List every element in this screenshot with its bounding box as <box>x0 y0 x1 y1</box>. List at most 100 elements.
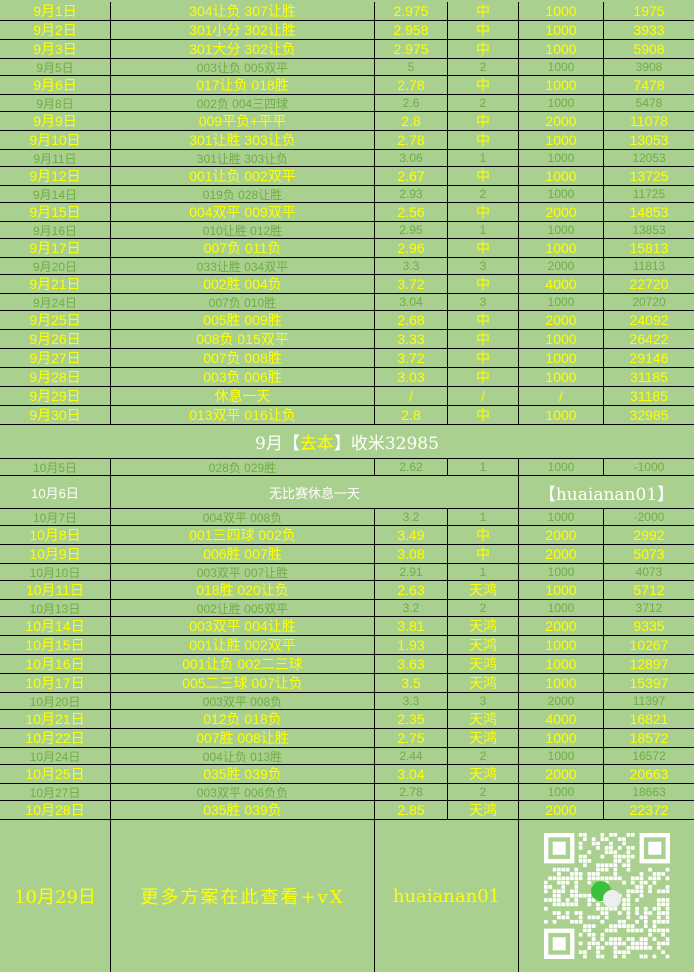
cell-odds: 2.44 <box>375 748 448 764</box>
cell-odds: 3.63 <box>375 655 448 673</box>
cell-picks: 003负 006胜 <box>111 368 375 386</box>
cell-picks: 017让负 018胜 <box>111 76 375 94</box>
cell-result: 中 <box>448 2 519 20</box>
cell-stake: 1000 <box>519 564 604 580</box>
cell-date: 10月13日 <box>0 600 111 616</box>
cell-picks: 003双平 006负负 <box>111 784 375 800</box>
cell-result: 天鸿 <box>448 710 519 728</box>
wechat-qr-code-icon[interactable] <box>543 833 670 959</box>
cell-stake: 1000 <box>519 131 604 149</box>
cell-odds: 3.5 <box>375 674 448 692</box>
cell-balance: -1000 <box>633 460 665 474</box>
cell-result: 1 <box>448 509 519 525</box>
cell-balance: 11725 <box>632 187 666 201</box>
table-row: 9月12日 001让负 002双平 2.67 中 1000 13725 <box>0 167 694 186</box>
cell-stake: 1000 <box>519 509 604 525</box>
cell-result: 中 <box>448 311 519 329</box>
cell-result: 中 <box>448 167 519 185</box>
summary-prefix: 9月【 <box>255 434 300 454</box>
cell-picks: 004双平 008负 <box>111 509 375 525</box>
cell-balance: 10267 <box>629 637 669 653</box>
table-row: 9月30日 013双平 016让负 2.8 中 1000 32985 <box>0 406 694 425</box>
october-first-row: 10月5日 028负 029胜 2.62 1 1000 -1000 <box>0 459 694 476</box>
cell-picks: 008负 015双平 <box>111 330 375 348</box>
cell-balance: 29146 <box>629 350 669 366</box>
cell-stake: 1000 <box>519 330 604 348</box>
table-row: 9月21日 002胜 004负 3.72 中 4000 22720 <box>0 275 694 294</box>
cell-balance: 5478 <box>635 96 663 110</box>
table-row: 9月20日 033让胜 034双平 3.3 3 2000 11813 <box>0 258 694 275</box>
cell-date: 10月20日 <box>0 693 111 709</box>
cell-odds: 2.68 <box>375 311 448 329</box>
cell-picks: 301小分 302让胜 <box>111 21 375 39</box>
cell-odds: 2.75 <box>375 729 448 747</box>
cell-balance: 12897 <box>629 656 669 672</box>
cell-result: 2 <box>448 784 519 800</box>
cell-result: / <box>448 387 519 405</box>
cell-picks: 007负 010胜 <box>111 294 375 310</box>
cell-balance: 31185 <box>630 388 668 404</box>
rest-day-note: 无比赛休息一天 <box>111 476 519 508</box>
cell-result: 中 <box>448 21 519 39</box>
cell-stake: 1000 <box>519 2 604 20</box>
cell-date: 9月16日 <box>0 222 111 238</box>
cell-result: 天鸿 <box>448 674 519 692</box>
cell-balance: 18663 <box>632 785 666 799</box>
cell-result: 天鸿 <box>448 765 519 783</box>
cell-date: 9月26日 <box>0 330 111 348</box>
cell-balance: 16572 <box>632 749 666 763</box>
cell-result: 1 <box>448 222 519 238</box>
cell-stake: 1000 <box>519 600 604 616</box>
cell-odds: 2.958 <box>375 21 448 39</box>
cell-odds: 3.3 <box>375 258 448 274</box>
cell-odds: 2.8 <box>375 406 448 424</box>
cell-stake: 2000 <box>519 258 604 274</box>
cell-stake: 1000 <box>519 150 604 166</box>
cell-odds: 2.95 <box>375 222 448 238</box>
table-row: 9月10日 301让胜 303让负 2.78 中 1000 13053 <box>0 131 694 150</box>
cell-result: 天鸿 <box>448 729 519 747</box>
cell-picks: 013双平 016让负 <box>111 406 375 424</box>
cell-result: 中 <box>448 76 519 94</box>
table-row: 10月15日 001让胜 002双平 1.93 天鸿 1000 10267 <box>0 636 694 655</box>
cell-balance: 5908 <box>633 41 665 57</box>
cell-picks: 002负 004三四球 <box>111 95 375 111</box>
cell-balance: 24092 <box>629 312 669 328</box>
cell-result: 1 <box>448 459 519 475</box>
cell-result: 2 <box>448 59 519 75</box>
cell-result: 2 <box>448 95 519 111</box>
cell-stake: 1000 <box>519 95 604 111</box>
cell-stake: 4000 <box>519 275 604 293</box>
cell-stake: 1000 <box>519 76 604 94</box>
cell-date: 9月15日 <box>0 203 111 221</box>
cell-odds: 2.91 <box>375 564 448 580</box>
cell-picks: 006胜 007胜 <box>111 545 375 563</box>
table-row: 10月20日 003双平 008负 3.3 3 2000 11397 <box>0 693 694 710</box>
cell-balance: 20720 <box>632 295 666 309</box>
cell-odds: 3.72 <box>375 349 448 367</box>
cell-result: 中 <box>448 368 519 386</box>
cell-date: 10月16日 <box>0 655 111 673</box>
cell-odds: 2.96 <box>375 239 448 257</box>
cell-balance: 20663 <box>629 766 669 782</box>
cell-stake: 1000 <box>519 459 604 475</box>
cell-stake: 2000 <box>519 526 604 544</box>
cell-picks: 003让负 005双平 <box>111 59 375 75</box>
cell-balance: 32985 <box>629 407 669 423</box>
cell-picks: 001三四球 002负 <box>111 526 375 544</box>
cell-odds: 2.35 <box>375 710 448 728</box>
table-row: 9月8日 002负 004三四球 2.6 2 1000 5478 <box>0 95 694 112</box>
cell-balance: 22720 <box>629 276 669 292</box>
cell-balance: 31185 <box>630 369 668 385</box>
cell-odds: 2.67 <box>375 167 448 185</box>
cell-result: 天鸿 <box>448 801 519 819</box>
table-row: 9月28日 003负 006胜 3.03 中 1000 31185 <box>0 368 694 387</box>
table-row: 9月11日 301让胜 303让负 3.06 1 1000 12053 <box>0 150 694 167</box>
cell-stake: 1000 <box>519 40 604 58</box>
table-row: 9月26日 008负 015双平 3.33 中 1000 26422 <box>0 330 694 349</box>
cell-odds: 2.975 <box>375 2 448 20</box>
september-rows: 9月1日 304让负 307让胜 2.975 中 1000 1975 9月2日 301小分 3… <box>0 2 694 425</box>
cell-date: 10月8日 <box>0 526 111 544</box>
table-row: 9月15日 004双平 009双平 2.56 中 2000 14853 <box>0 203 694 222</box>
cell-result: 天鸿 <box>448 581 519 599</box>
